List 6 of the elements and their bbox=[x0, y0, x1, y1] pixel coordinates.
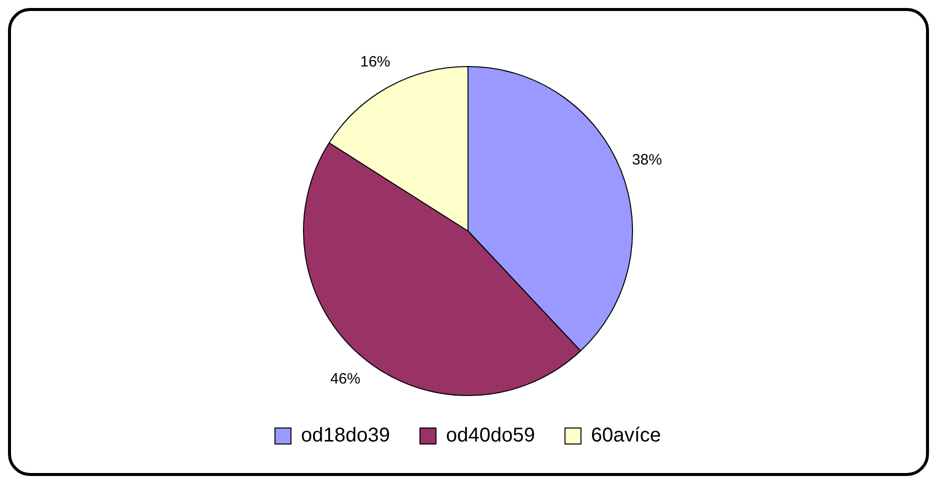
legend-label: od18do39 bbox=[300, 424, 390, 447]
data-label: 38% bbox=[632, 151, 662, 168]
legend-label: 60avíce bbox=[590, 424, 662, 447]
data-label: 46% bbox=[330, 370, 360, 388]
legend-label: od40do59 bbox=[446, 424, 535, 447]
data-label: 16% bbox=[360, 53, 390, 70]
